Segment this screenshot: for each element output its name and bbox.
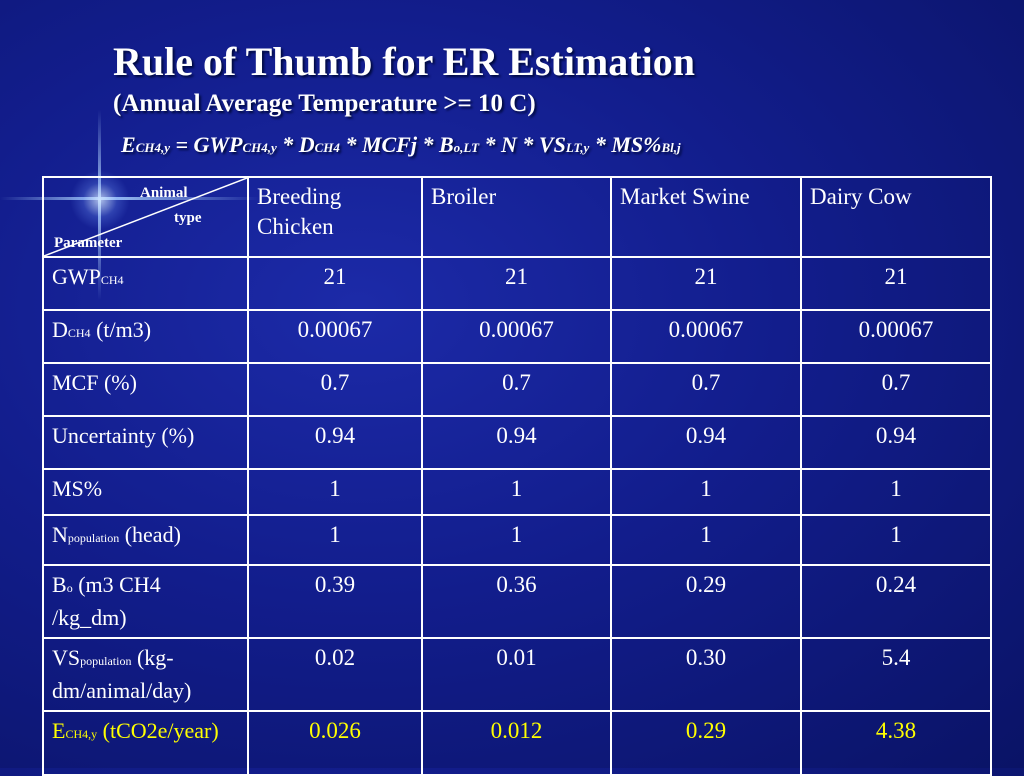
column-header: Market Swine <box>610 176 802 258</box>
corner-label-parameter: Parameter <box>54 235 123 251</box>
value-cell: 1 <box>610 514 802 566</box>
value-cell: 21 <box>421 256 612 311</box>
parameter-unit: (kg-dm/animal/day) <box>52 645 192 703</box>
parameter-label: Npopulation (head) <box>42 514 249 566</box>
corner-cell: Animal type Parameter <box>42 176 249 258</box>
formula-gwp: = GWP <box>170 132 243 157</box>
page-title: Rule of Thumb for ER Estimation <box>113 39 695 84</box>
value-cell: 0.94 <box>610 415 802 470</box>
value-cell: 0.00067 <box>610 309 802 364</box>
parameter-unit: (m3 CH4 /kg_dm) <box>52 572 161 630</box>
parameter-unit: (tCO2e/year) <box>97 718 219 743</box>
formula-gwp-sub: CH4,y <box>242 140 277 155</box>
value-cell: 0.30 <box>610 637 802 712</box>
value-cell: 0.94 <box>800 415 992 470</box>
value-cell: 0.7 <box>247 362 423 417</box>
value-cell: 1 <box>247 514 423 566</box>
parameter-subscript: population <box>67 531 120 545</box>
value-cell: 1 <box>421 468 612 516</box>
parameter-main: GWP <box>52 264 101 289</box>
parameter-main: VS <box>52 645 81 670</box>
parameter-main: E <box>52 718 66 743</box>
corner-label-type: type <box>174 210 202 226</box>
value-cell: 0.026 <box>247 710 423 776</box>
parameter-main: N <box>52 522 68 547</box>
formula: ECH4,y = GWPCH4,y * DCH4 * MCFj * Bo,LT … <box>121 132 681 158</box>
parameter-main: MCF (%) <box>52 370 137 395</box>
parameter-main: D <box>52 317 68 342</box>
parameter-subscript: population <box>80 654 132 668</box>
parameter-label: MCF (%) <box>42 362 249 417</box>
value-cell: 0.24 <box>800 564 992 639</box>
parameter-table: Animal type Parameter Breeding Chicken B… <box>42 176 992 776</box>
value-cell: 0.012 <box>421 710 612 776</box>
table-row: MS% 1 1 1 1 <box>42 468 992 516</box>
value-cell: 1 <box>247 468 423 516</box>
table-row: Uncertainty (%) 0.94 0.94 0.94 0.94 <box>42 415 992 470</box>
formula-e: E <box>121 132 136 157</box>
value-cell: 0.39 <box>247 564 423 639</box>
formula-n-vs: * N * VS <box>479 132 566 157</box>
formula-mcf-b: * MCFj * B <box>339 132 454 157</box>
parameter-subscript: CH4 <box>100 273 124 287</box>
formula-d-sub: CH4 <box>314 140 340 155</box>
parameter-label: DCH4 (t/m3) <box>42 309 249 364</box>
formula-e-sub: CH4,y <box>135 140 170 155</box>
column-header: Breeding Chicken <box>247 176 423 258</box>
parameter-label: GWPCH4 <box>42 256 249 311</box>
parameter-label: MS% <box>42 468 249 516</box>
value-cell: 0.7 <box>800 362 992 417</box>
value-cell: 0.7 <box>610 362 802 417</box>
parameter-label: VSpopulation (kg-dm/animal/day) <box>42 637 249 712</box>
value-cell: 0.94 <box>421 415 612 470</box>
table-row: GWPCH4 21 21 21 21 <box>42 256 992 311</box>
formula-d: * D <box>276 132 315 157</box>
value-cell: 1 <box>610 468 802 516</box>
parameter-label: Uncertainty (%) <box>42 415 249 470</box>
page-subtitle: (Annual Average Temperature >= 10 C) <box>113 90 536 117</box>
parameter-main: B <box>52 572 67 597</box>
corner-label-animal: Animal <box>140 185 188 201</box>
parameter-label: Bo (m3 CH4 /kg_dm) <box>42 564 249 639</box>
formula-b-sub: o,LT <box>453 140 480 155</box>
value-cell: 0.01 <box>421 637 612 712</box>
value-cell: 1 <box>421 514 612 566</box>
value-cell: 0.02 <box>247 637 423 712</box>
value-cell: 0.29 <box>610 710 802 776</box>
parameter-unit: (head) <box>119 522 181 547</box>
parameter-subscript: o <box>66 581 73 595</box>
column-header: Dairy Cow <box>800 176 992 258</box>
value-cell: 21 <box>247 256 423 311</box>
value-cell: 0.29 <box>610 564 802 639</box>
value-cell: 1 <box>800 514 992 566</box>
value-cell: 0.00067 <box>247 309 423 364</box>
table-row: DCH4 (t/m3) 0.00067 0.00067 0.00067 0.00067 <box>42 309 992 364</box>
value-cell: 1 <box>800 468 992 516</box>
table-row: ECH4,y (tCO2e/year) 0.026 0.012 0.29 4.38 <box>42 710 992 776</box>
parameter-main: MS% <box>52 476 103 501</box>
table-row: Bo (m3 CH4 /kg_dm) 0.39 0.36 0.29 0.24 <box>42 564 992 639</box>
table-row: VSpopulation (kg-dm/animal/day) 0.02 0.01 0… <box>42 637 992 712</box>
parameter-subscript: CH4,y <box>65 727 98 741</box>
value-cell: 4.38 <box>800 710 992 776</box>
formula-vs-sub: LT,y <box>565 140 590 155</box>
table-row: MCF (%) 0.7 0.7 0.7 0.7 <box>42 362 992 417</box>
value-cell: 0.7 <box>421 362 612 417</box>
parameter-subscript: CH4 <box>67 326 91 340</box>
table-header-row: Animal type Parameter Breeding Chicken B… <box>42 176 992 258</box>
table-row: Npopulation (head) 1 1 1 1 <box>42 514 992 566</box>
value-cell: 5.4 <box>800 637 992 712</box>
formula-ms-sub: Bl,j <box>661 140 681 155</box>
formula-ms: * MS% <box>589 132 662 157</box>
value-cell: 0.00067 <box>800 309 992 364</box>
parameter-unit: (t/m3) <box>90 317 152 342</box>
value-cell: 0.94 <box>247 415 423 470</box>
parameter-main: Uncertainty (%) <box>52 423 195 448</box>
value-cell: 21 <box>610 256 802 311</box>
value-cell: 0.36 <box>421 564 612 639</box>
parameter-label: ECH4,y (tCO2e/year) <box>42 710 249 776</box>
column-header: Broiler <box>421 176 612 258</box>
value-cell: 0.00067 <box>421 309 612 364</box>
value-cell: 21 <box>800 256 992 311</box>
